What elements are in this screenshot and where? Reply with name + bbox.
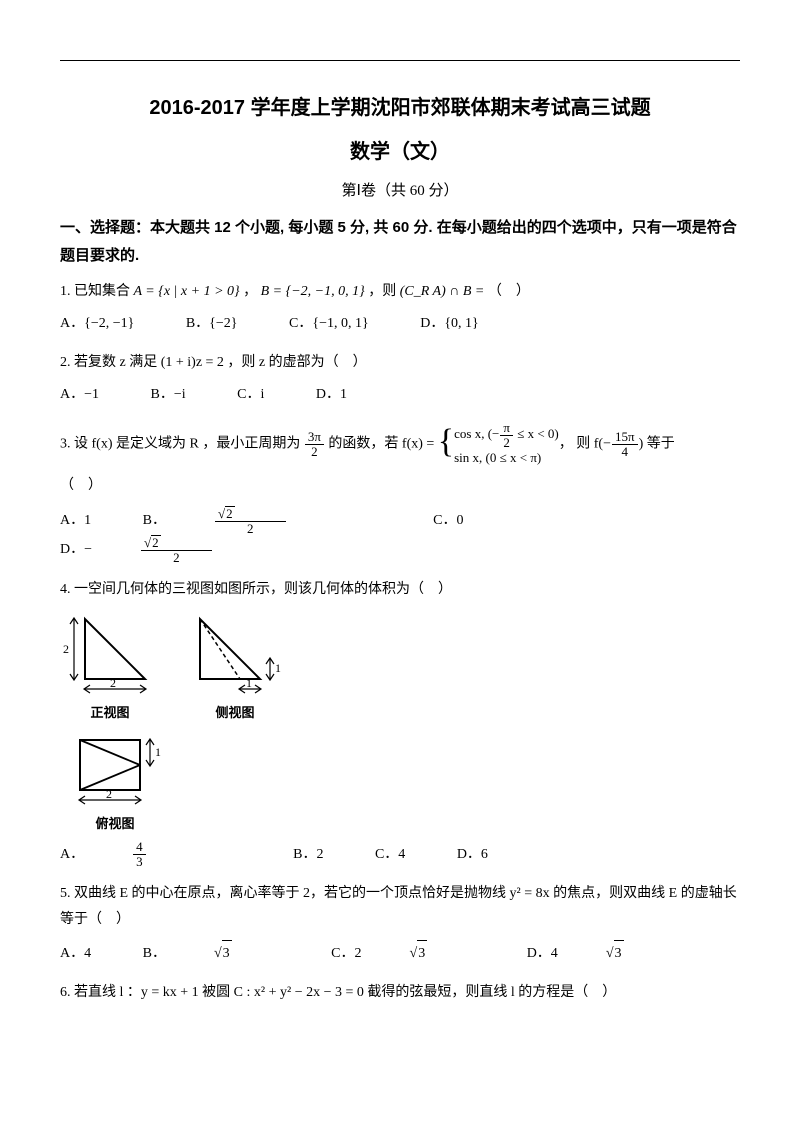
q2-opt-a: A．−1 (60, 382, 99, 409)
q5-opt-d-pre: D．4 (527, 941, 558, 968)
q1-tail: （ ） (488, 284, 530, 299)
q5-opt-d: D．4√3 (527, 940, 672, 968)
fig-front: 2 2 正视图 (60, 609, 160, 726)
q3-mid1: 的函数，若 f(x) = (325, 436, 438, 451)
fig-top-h: 1 (155, 745, 161, 759)
q3-mid2: ， 则 f(− (559, 436, 611, 451)
fig-side: 1 1 侧视图 (180, 609, 290, 726)
title-main: 2016-2017 学年度上学期沈阳市郊联体期末考试高三试题 (60, 89, 740, 127)
q4-opt-a-den: 3 (133, 855, 146, 869)
fig-side-svg: 1 1 (180, 609, 290, 699)
q4-options: A． 43 B．2 C．4 D．6 (60, 840, 740, 868)
q3-piecewise: { cos x, (−π2 ≤ x < 0) sin x, (0 ≤ x < π… (438, 421, 559, 467)
q5-options: A．4 B．√3 C．2√3 D．4√3 (60, 940, 740, 968)
q3-case1-num: π (500, 421, 513, 436)
q3-mid3: ) 等于 (639, 436, 675, 451)
fig-top-caption: 俯视图 (60, 812, 170, 837)
q3-period-frac: 3π2 (305, 430, 324, 458)
question-3: 3. 设 f(x) 是定义域为 R ，最小正周期为 3π2 的函数，若 f(x)… (60, 421, 740, 467)
q3-opt-d: D．− √22 (60, 535, 308, 564)
q5-opt-c: C．2√3 (331, 940, 475, 968)
q3-opt-d-den: 2 (141, 551, 212, 565)
q3-case1: cos x, (−π2 ≤ x < 0) (454, 421, 559, 449)
q3-case1-den: 2 (500, 436, 513, 450)
q3-opt-b-frac: √22 (215, 506, 334, 535)
q3-opt-c: C．0 (433, 508, 463, 535)
q2-opt-b: B．−i (151, 382, 186, 409)
q5-opt-d-rad: 3 (614, 940, 624, 968)
q1-opt-a: A．{−2, −1} (60, 311, 134, 338)
q3-cases: cos x, (−π2 ≤ x < 0) sin x, (0 ≤ x < π) (454, 421, 559, 467)
fig-front-svg: 2 2 (60, 609, 160, 699)
q3-tail: （ ） (60, 473, 740, 500)
question-5: 5. 双曲线 E 的中心在原点，离心率等于 2，若它的一个顶点恰好是抛物线 y²… (60, 881, 740, 934)
fig-side-caption: 侧视图 (180, 701, 290, 726)
q1-sep1: ， (243, 284, 257, 299)
q1-opt-b: B．{−2} (186, 311, 238, 338)
q5-opt-b-pre: B． (143, 941, 166, 968)
q2-opt-c: C．i (237, 382, 264, 409)
question-2: 2. 若复数 z 满足 (1 + i)z = 2 ，则 z 的虚部为（ ） (60, 350, 740, 377)
q5-opt-c-rad: 3 (417, 940, 427, 968)
q1-opt-c: C．{−1, 0, 1} (289, 311, 369, 338)
q3-opt-d-frac: √22 (141, 535, 260, 564)
q4-opt-a: A． 43 (60, 840, 242, 868)
question-6: 6. 若直线 l ：y = kx + 1 被圆 C : x² + y² − 2x… (60, 980, 740, 1007)
fig-front-w: 2 (110, 676, 116, 690)
q1-sep2: ，则 (368, 284, 400, 299)
q5-opt-c-pre: C．2 (331, 941, 361, 968)
q3-period-den: 2 (305, 445, 324, 459)
q4-opt-a-num: 4 (133, 840, 146, 855)
q4-opt-a-frac: 43 (133, 840, 194, 868)
q3-opt-a: A．1 (60, 508, 91, 535)
instructions: 一、选择题：本大题共 12 个小题, 每小题 5 分, 共 60 分. 在每小题… (60, 214, 740, 271)
q1-setA: A = {x | x + 1 > 0} (134, 284, 240, 299)
brace-icon: { (438, 425, 454, 459)
q5-opt-b-rad: 3 (222, 940, 232, 968)
q1-options: A．{−2, −1} B．{−2} C．{−1, 0, 1} D．{0, 1} (60, 311, 740, 338)
q3-pre: 3. 设 f(x) 是定义域为 R ，最小正周期为 (60, 436, 304, 451)
fig-top-w: 2 (106, 787, 112, 801)
q2-opt-d: D．1 (316, 382, 347, 409)
q2-options: A．−1 B．−i C．i D．1 (60, 382, 740, 409)
q3-options: A．1 B．√22 C．0 D．−√22 (60, 506, 740, 565)
q3-opt-d-pre: D．− (60, 537, 92, 564)
q3-opt-b: B． √22 (143, 506, 382, 535)
q4-figures: 2 2 正视图 1 1 (60, 609, 740, 836)
q3-arg-num: 15π (612, 430, 638, 445)
q3-arg-den: 4 (612, 445, 638, 459)
q5-opt-b: B．√3 (143, 940, 280, 968)
fig-side-h: 1 (275, 661, 281, 675)
fig-top: 2 1 俯视图 (60, 730, 170, 837)
q3-case1-frac: π2 (500, 421, 513, 449)
question-1: 1. 已知集合 A = {x | x + 1 > 0} ， B = {−2, −… (60, 279, 740, 306)
q3-case2: sin x, (0 ≤ x < π) (454, 449, 559, 467)
q3-opt-b-num: √2 (215, 506, 286, 522)
section-label: 第Ⅰ卷（共 60 分） (60, 177, 740, 206)
q4-opt-b: B．2 (293, 842, 323, 869)
q1-expr: (C_R A) ∩ B = (400, 284, 488, 299)
q3-arg-frac: 15π4 (612, 430, 638, 458)
q1-stem-a: 1. 已知集合 (60, 284, 134, 299)
q4-opt-c: C．4 (375, 842, 405, 869)
q1-opt-d: D．{0, 1} (420, 311, 479, 338)
fig-front-caption: 正视图 (60, 701, 160, 726)
q3-opt-b-pre: B． (143, 508, 166, 535)
q3-period-num: 3π (305, 430, 324, 445)
q4-opt-d: D．6 (457, 842, 488, 869)
fig-top-svg: 2 1 (60, 730, 170, 810)
q1-setB: B = {−2, −1, 0, 1} (261, 284, 365, 299)
q4-opt-a-pre: A． (60, 842, 84, 869)
q3-case1-a: cos x, (− (454, 426, 499, 441)
title-sub: 数学（文） (60, 133, 740, 171)
q3-opt-b-den: 2 (215, 522, 286, 536)
q3-opt-d-num: √2 (141, 535, 212, 551)
top-rule (60, 60, 740, 61)
q3-case1-b: ≤ x < 0) (514, 426, 559, 441)
fig-side-w: 1 (246, 676, 252, 690)
question-4: 4. 一空间几何体的三视图如图所示，则该几何体的体积为（ ） (60, 577, 740, 604)
q5-opt-a: A．4 (60, 941, 91, 968)
fig-front-h: 2 (63, 642, 69, 656)
